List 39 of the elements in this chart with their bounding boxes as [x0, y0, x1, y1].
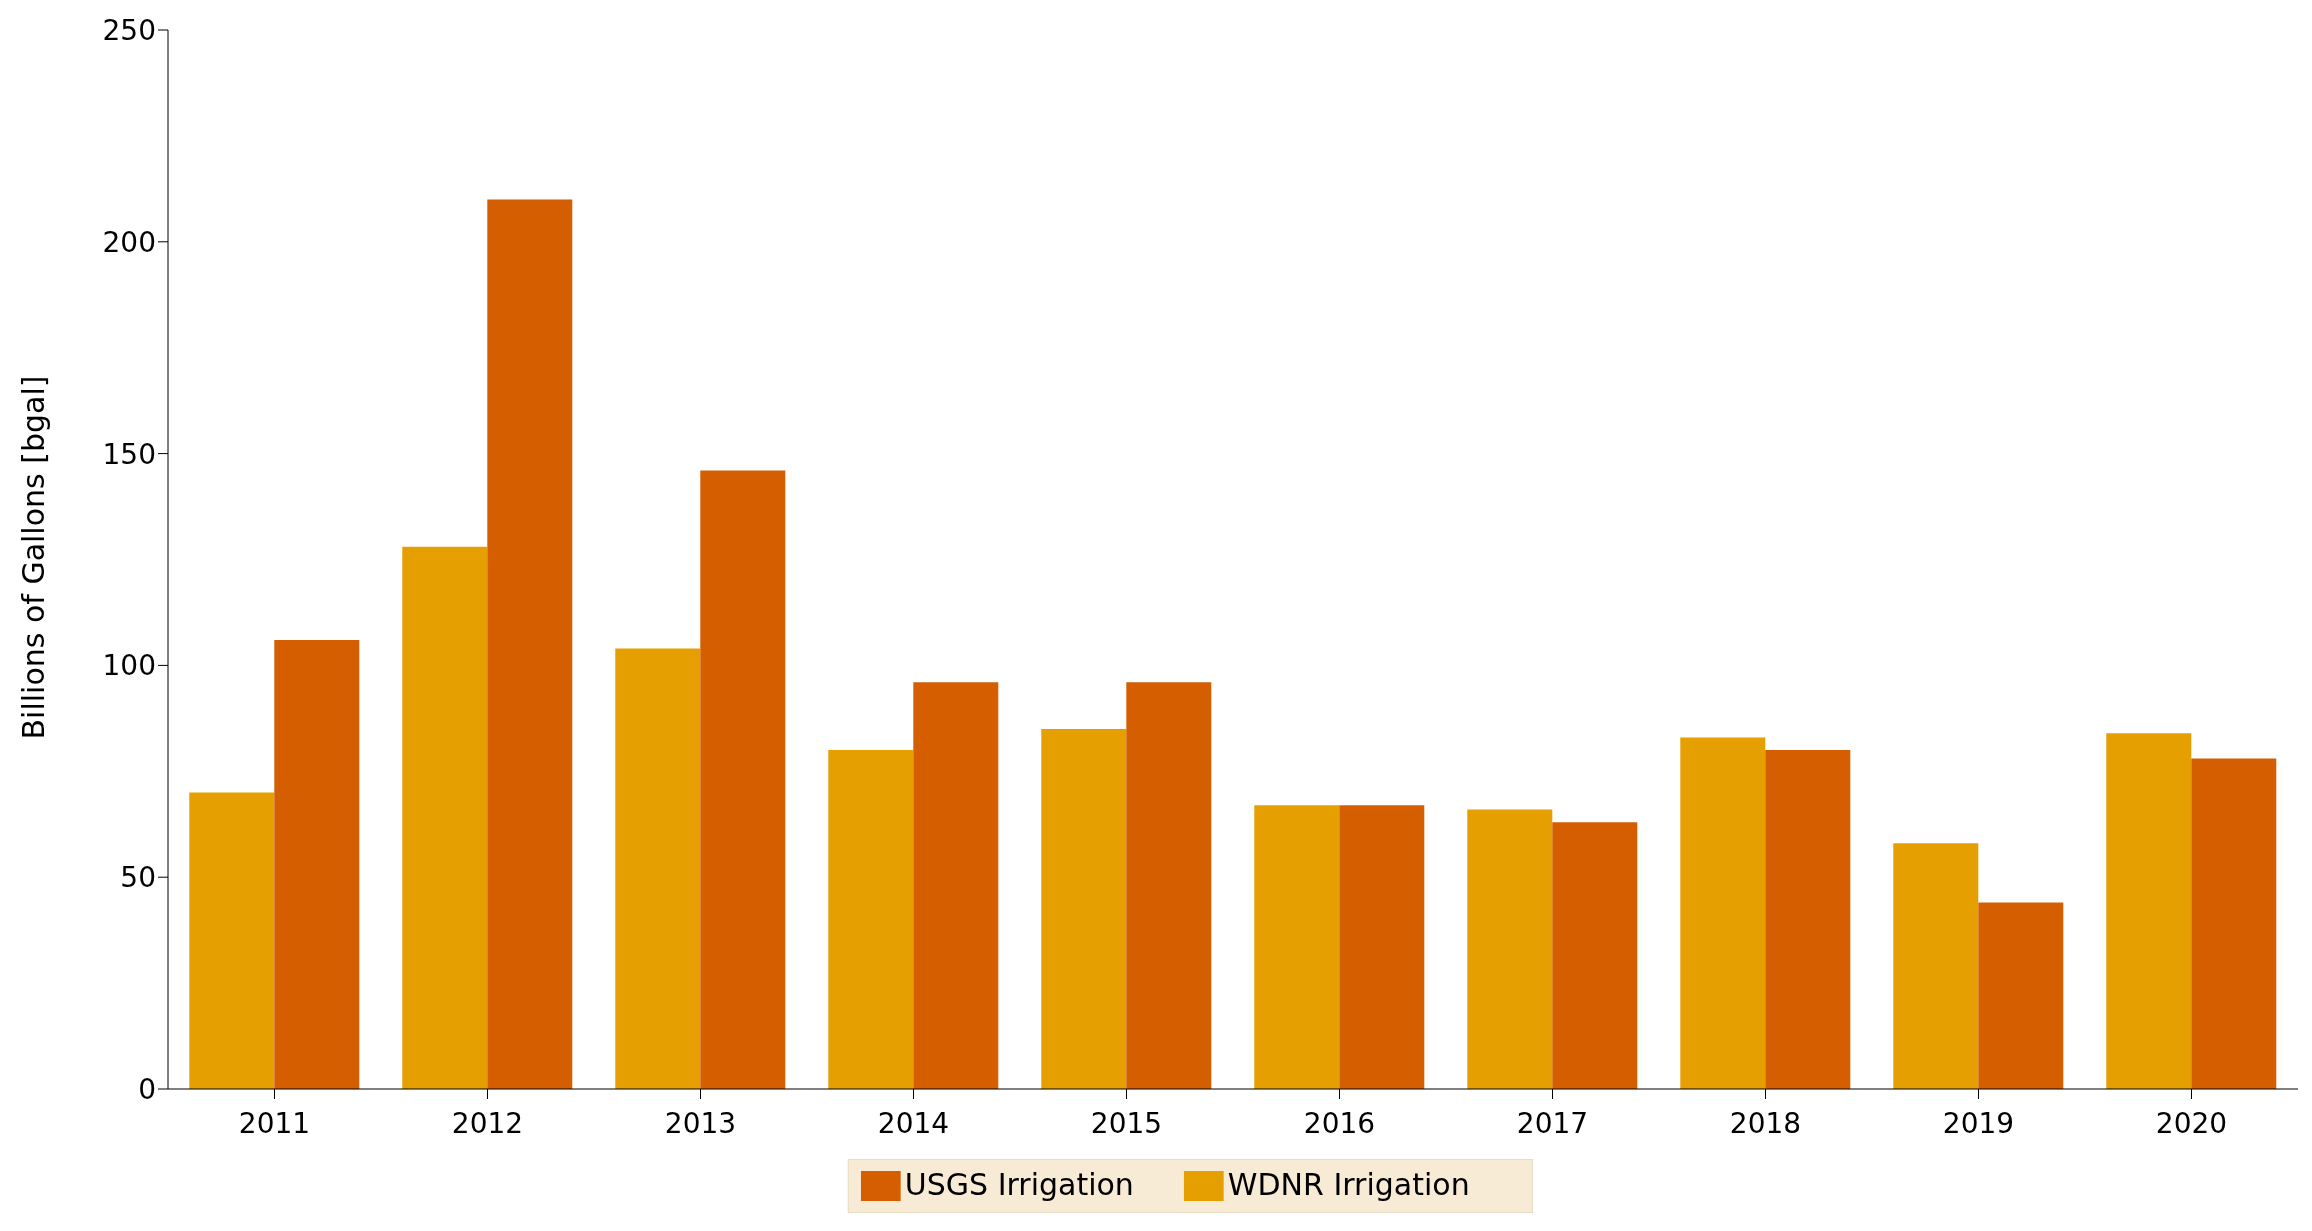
legend-label: USGS Irrigation	[904, 1166, 1134, 1202]
bar	[1126, 682, 1212, 1089]
bar	[1765, 750, 1851, 1089]
y-tick-label: 0	[138, 1072, 156, 1106]
x-tick-label: 2019	[1942, 1106, 2015, 1140]
y-tick-label: 50	[120, 861, 156, 895]
x-tick-label: 2015	[1090, 1106, 1163, 1140]
bar	[1893, 843, 1979, 1089]
x-tick-label: 2012	[451, 1106, 524, 1140]
bar	[274, 639, 360, 1089]
x-tick-label: 2017	[1516, 1106, 1589, 1140]
y-tick-label: 100	[102, 649, 156, 683]
bar	[1552, 822, 1638, 1089]
bar	[1254, 805, 1340, 1089]
legend-label: WDNR Irrigation	[1227, 1166, 1470, 1202]
x-tick-label: 2018	[1729, 1106, 1802, 1140]
y-tick-label: 200	[102, 225, 156, 259]
bar	[1339, 805, 1425, 1089]
bar	[2191, 758, 2277, 1089]
x-tick-label: 2011	[238, 1106, 311, 1140]
x-tick-label: 2020	[2155, 1106, 2228, 1140]
bar	[2106, 733, 2192, 1089]
y-tick-label: 250	[102, 13, 156, 47]
bar	[487, 199, 573, 1089]
y-axis-title: Billions of Gallons [bgal]	[15, 375, 51, 740]
bar	[913, 682, 999, 1089]
bar	[1978, 902, 2064, 1089]
bar	[828, 750, 914, 1089]
x-tick-label: 2016	[1303, 1106, 1376, 1140]
x-tick-label: 2013	[664, 1106, 737, 1140]
x-tick-label: 2014	[877, 1106, 950, 1140]
y-tick-label: 150	[102, 437, 156, 471]
bar	[402, 546, 488, 1089]
bar	[1041, 728, 1127, 1089]
bar	[1680, 737, 1766, 1089]
bar	[615, 648, 701, 1089]
bar	[1467, 809, 1553, 1089]
bar	[189, 792, 275, 1089]
bar	[700, 470, 786, 1089]
